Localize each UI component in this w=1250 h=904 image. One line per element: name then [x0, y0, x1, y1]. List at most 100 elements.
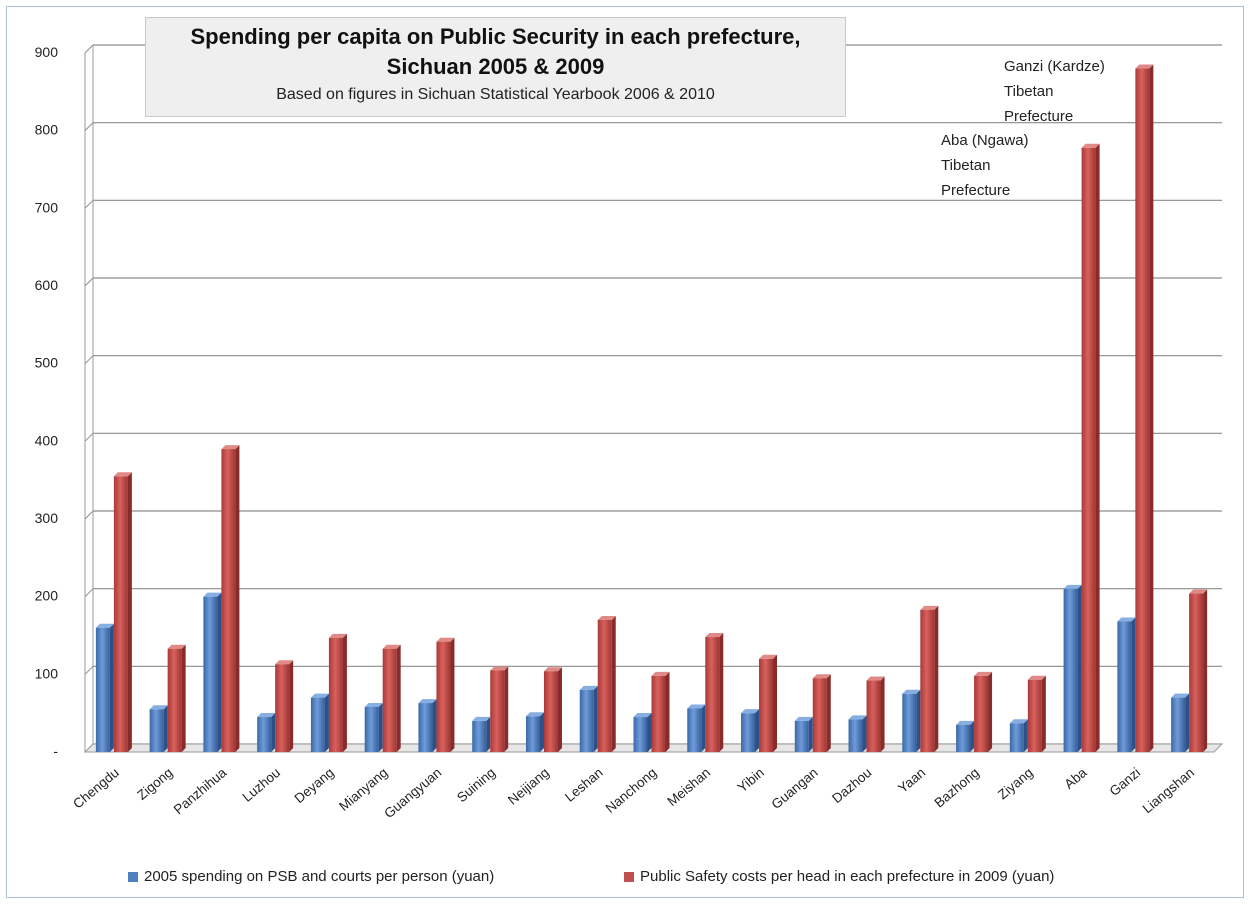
bar-side-0-0 [109, 623, 114, 752]
bar-2009-14 [866, 680, 881, 752]
x-tick-label-17: Ziyang [995, 765, 1036, 803]
bar-2005-4 [310, 697, 325, 752]
bar-top-0-7 [472, 716, 491, 721]
bar-side-1-8 [557, 667, 562, 752]
y-tick-label-4: 400 [35, 432, 59, 448]
x-tick-label-6: Guangyuan [381, 765, 444, 821]
bar-side-1-11 [719, 633, 724, 752]
x-tick-label-7: Suining [454, 765, 498, 805]
bar-2009-17 [1027, 679, 1042, 752]
annotation-aba: Aba (Ngawa) Tibetan Prefecture [941, 128, 1029, 203]
bar-top-0-13 [794, 716, 813, 721]
bar-side-0-10 [647, 713, 652, 752]
bar-side-1-6 [450, 637, 455, 752]
bar-top-1-9 [597, 615, 616, 620]
bar-side-0-4 [324, 693, 329, 752]
bar-2009-18 [1081, 147, 1096, 753]
y-tick-label-1: 100 [35, 665, 59, 681]
y-tick-label-7: 700 [35, 199, 59, 215]
bar-top-1-20 [1189, 589, 1208, 594]
bar-side-0-15 [916, 689, 921, 752]
bar-2005-11 [687, 708, 702, 752]
bar-top-1-17 [1027, 675, 1046, 680]
bar-side-0-12 [755, 709, 760, 752]
bar-2009-15 [920, 609, 935, 752]
gridline-depth-7 [84, 199, 94, 209]
bar-side-0-9 [593, 685, 598, 752]
bar-side-1-0 [127, 472, 132, 752]
bar-top-1-1 [167, 644, 186, 649]
x-tick-label-12: Yibin [735, 765, 767, 795]
bar-2005-14 [848, 719, 863, 752]
bar-top-0-12 [741, 709, 760, 714]
bar-2009-16 [974, 675, 989, 752]
legend-item-2009: Public Safety costs per head in each pre… [624, 868, 1054, 885]
bar-side-1-12 [773, 654, 778, 752]
y-tick-label-5: 500 [35, 355, 59, 371]
bar-2005-19 [1117, 621, 1132, 752]
x-tick-label-10: Nanchong [603, 765, 660, 816]
bar-2005-0 [95, 627, 110, 752]
x-tick-label-13: Guangan [769, 765, 821, 812]
gridline-depth-8 [84, 122, 94, 132]
bar-top-0-0 [95, 623, 114, 628]
y-tick-label-9: 900 [35, 44, 59, 60]
legend-label-2009: Public Safety costs per head in each pre… [640, 868, 1055, 885]
bar-2005-6 [418, 703, 433, 752]
x-tick-label-4: Deyang [292, 765, 337, 806]
legend-swatch-2005 [128, 872, 138, 883]
bar-side-0-18 [1077, 584, 1082, 752]
bar-2005-3 [257, 717, 272, 752]
bar-2009-10 [651, 675, 666, 752]
bar-side-0-11 [701, 704, 706, 752]
bar-top-1-0 [113, 472, 132, 477]
x-tick-label-18: Aba [1061, 764, 1089, 791]
bar-top-0-1 [149, 705, 168, 710]
bar-2009-13 [812, 678, 827, 752]
gridline-depth-9 [84, 44, 94, 54]
x-tick-label-1: Zigong [134, 765, 175, 803]
bar-top-1-2 [221, 445, 240, 450]
bar-side-0-6 [432, 699, 437, 752]
bar-top-0-14 [848, 715, 867, 720]
bar-side-1-4 [342, 633, 347, 752]
bar-top-1-15 [920, 605, 939, 610]
annotation-aba-line-2: Tibetan [941, 157, 991, 174]
bar-2005-15 [902, 693, 917, 752]
bar-side-0-3 [271, 713, 276, 752]
bar-top-0-5 [364, 702, 383, 707]
bar-side-0-19 [1131, 617, 1136, 752]
x-tick-label-16: Bazhong [932, 765, 982, 811]
x-tick-label-20: Liangshan [1140, 765, 1197, 817]
bar-side-0-7 [486, 716, 491, 752]
bar-top-1-18 [1081, 143, 1100, 148]
bar-2009-8 [543, 671, 558, 752]
x-tick-label-5: Mianyang [336, 765, 390, 814]
gridline-depth-6 [84, 277, 94, 287]
bar-top-1-12 [759, 654, 778, 659]
annotation-ganzi-line-2: Tibetan [1004, 83, 1054, 100]
bar-side-1-2 [235, 445, 240, 752]
bar-2009-4 [328, 637, 343, 752]
bar-side-1-10 [665, 671, 670, 752]
bar-top-0-17 [1009, 719, 1028, 724]
bar-2009-2 [221, 449, 236, 752]
bar-top-0-2 [203, 592, 222, 597]
chart-title-box: Spending per capita on Public Security i… [145, 17, 846, 117]
y-tick-label-8: 800 [35, 122, 59, 138]
bar-side-1-9 [611, 615, 616, 752]
bar-side-1-7 [504, 666, 509, 752]
bar-top-1-16 [974, 671, 993, 676]
bar-top-1-5 [382, 644, 401, 649]
annotation-aba-line-3: Prefecture [941, 182, 1011, 199]
bar-top-1-4 [328, 633, 347, 638]
y-tick-label-2: 200 [35, 588, 59, 604]
bar-2005-17 [1009, 723, 1024, 752]
bar-2009-12 [759, 658, 774, 752]
gridline-depth-4 [84, 432, 94, 442]
bar-top-1-10 [651, 671, 670, 676]
bar-2009-6 [436, 641, 451, 752]
bar-2005-16 [956, 724, 971, 752]
bar-side-0-13 [808, 716, 813, 752]
x-tick-label-0: Chengdu [70, 765, 122, 812]
